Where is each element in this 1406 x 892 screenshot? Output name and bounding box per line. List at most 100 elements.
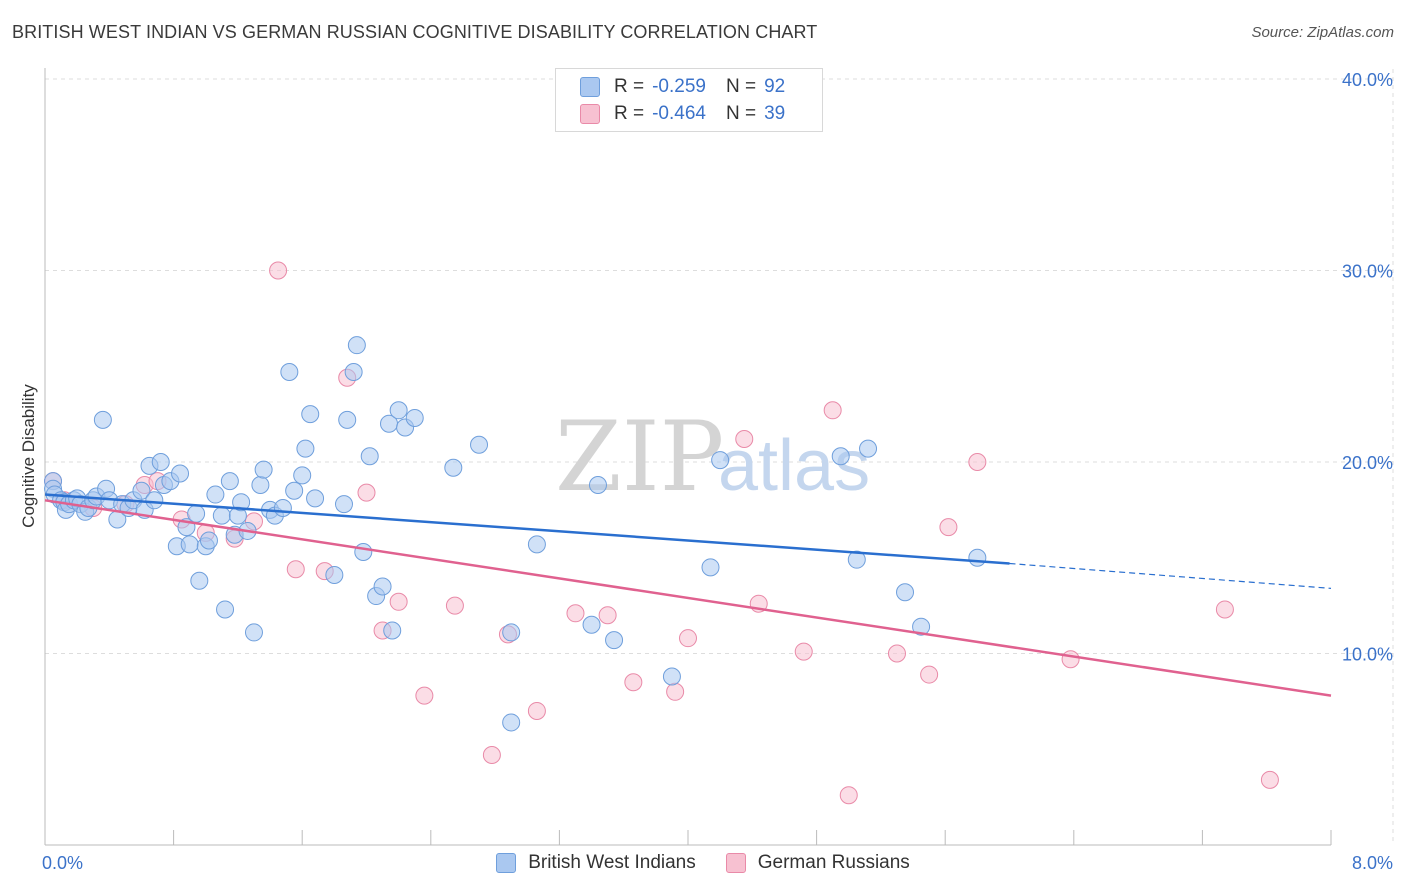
legend-swatch-pink [580, 104, 600, 124]
legend-r-value: -0.464 [652, 103, 706, 124]
british-west-indians-point [171, 464, 190, 483]
german-russians-point [939, 518, 958, 537]
british-west-indians-point [354, 543, 373, 562]
british-west-indians-point [582, 615, 601, 634]
legend-r-label: R = [614, 103, 645, 124]
british-west-indians-point [199, 531, 218, 550]
legend-r-label: R = [614, 76, 645, 97]
british-west-indians-point [859, 439, 878, 458]
legend-n-label: N = [725, 76, 757, 97]
y-tick-label: 40.0% [1342, 70, 1393, 90]
british-west-indians-point [605, 631, 624, 650]
british-west-indians-point [912, 617, 931, 636]
british-west-indians-point [145, 491, 164, 510]
british-west-indians-point [527, 535, 546, 554]
british-west-indians-point [251, 475, 270, 494]
british-west-indians-point [896, 583, 915, 602]
german-russians-point [1260, 770, 1279, 789]
british-west-indians-point [296, 439, 315, 458]
legend-n-value: 39 [764, 103, 786, 124]
british-west-indians-point [190, 571, 209, 590]
british-west-indians-point [444, 458, 463, 477]
british-west-indians-point [968, 548, 987, 567]
german-russians-point [415, 686, 434, 705]
legend-label-german-russians: German Russians [757, 852, 910, 873]
german-russians-point [445, 596, 464, 615]
german-russians-point [679, 629, 697, 648]
german-russians-point [269, 261, 288, 280]
correlation-legend: R = -0.259 N = 92 R = -0.464 N = 39 [555, 68, 823, 132]
british-west-indians-point [216, 600, 235, 619]
british-west-indians-point [93, 410, 112, 429]
british-west-indians-point [273, 498, 292, 517]
german-russians-point [566, 604, 585, 623]
series-legend: British West Indians German Russians [0, 852, 1406, 874]
legend-r-value: -0.259 [652, 76, 706, 97]
german-russians-point [482, 745, 501, 764]
british-west-indians-point [293, 466, 312, 485]
british-west-indians-point [280, 362, 299, 381]
british-west-indians-point [325, 565, 344, 584]
watermark-zip: ZIP [555, 401, 724, 513]
british-west-indians-point [306, 489, 325, 508]
german-russians-point [794, 642, 813, 661]
british-west-indians-point [502, 713, 521, 732]
british-west-indians-point [383, 621, 402, 640]
german-russians-point [1061, 650, 1080, 669]
british-west-indians-point [151, 453, 170, 471]
german-russians-point [357, 483, 376, 502]
x-tick-labels: 0.0% 8.0% [42, 853, 1393, 873]
british-west-indians-point [373, 577, 392, 596]
british-west-indians-point [301, 405, 320, 424]
legend-row-pink: R = -0.464 N = 39 [580, 101, 785, 127]
legend-item-german-russians: German Russians [725, 852, 910, 874]
german-russians-point [920, 665, 939, 684]
british-west-indians-point [334, 495, 353, 514]
british-west-indians-point [831, 447, 850, 466]
german-russians-point [823, 401, 842, 420]
x-tick-label: 0.0% [42, 853, 83, 873]
british-west-indians-point [338, 410, 357, 429]
legend-swatch-blue [496, 853, 517, 873]
trend-lines [44, 493, 1332, 697]
german-russians-point [286, 560, 305, 579]
legend-swatch-blue [580, 77, 600, 97]
german-russians-point [527, 701, 546, 720]
british-west-indians-point [180, 535, 199, 554]
british-west-indians-point [360, 447, 379, 466]
german-russians-point [666, 682, 685, 701]
british-west-indians-point [662, 667, 681, 686]
british-west-indians-points [44, 336, 987, 732]
source-label: Source: ZipAtlas.com [1251, 24, 1394, 41]
x-tick-label: 8.0% [1352, 853, 1393, 873]
legend-label-british-west-indians: British West Indians [528, 852, 696, 873]
y-tick-label: 10.0% [1342, 645, 1393, 665]
british-west-indians-point [389, 401, 408, 420]
german-russians-point [968, 453, 987, 471]
german-russians-point [887, 644, 906, 663]
british-west-indians-point [470, 435, 489, 454]
british-west-indians-point [344, 362, 363, 381]
german-russians-point [735, 430, 754, 449]
british-west-indians-point [405, 408, 424, 427]
y-tick-labels: 10.0% 20.0% 30.0% 40.0% [1342, 70, 1393, 665]
british-west-indians-point [212, 506, 231, 525]
legend-item-british-west-indians: British West Indians [496, 852, 696, 874]
german-russians-point [839, 786, 858, 805]
german-russians-point [598, 606, 617, 625]
british-west-indians-point [701, 558, 720, 577]
british-west-indians-point [711, 451, 730, 470]
legend-row-blue: R = -0.259 N = 92 [580, 74, 785, 100]
axes [44, 68, 1332, 846]
german-russians-point [624, 673, 643, 692]
legend-n-value: 92 [764, 76, 786, 97]
chart-title: BRITISH WEST INDIAN VS GERMAN RUSSIAN CO… [12, 22, 818, 42]
legend-n-label: N = [725, 103, 757, 124]
german-russians-point [1215, 600, 1234, 619]
y-axis-label: Cognitive Disability [19, 384, 38, 528]
british-west-indians-point [232, 493, 251, 512]
british-west-indians-trend-extension [1009, 562, 1332, 589]
british-west-indians-point [206, 485, 225, 504]
british-west-indians-trend-line [44, 493, 1010, 565]
